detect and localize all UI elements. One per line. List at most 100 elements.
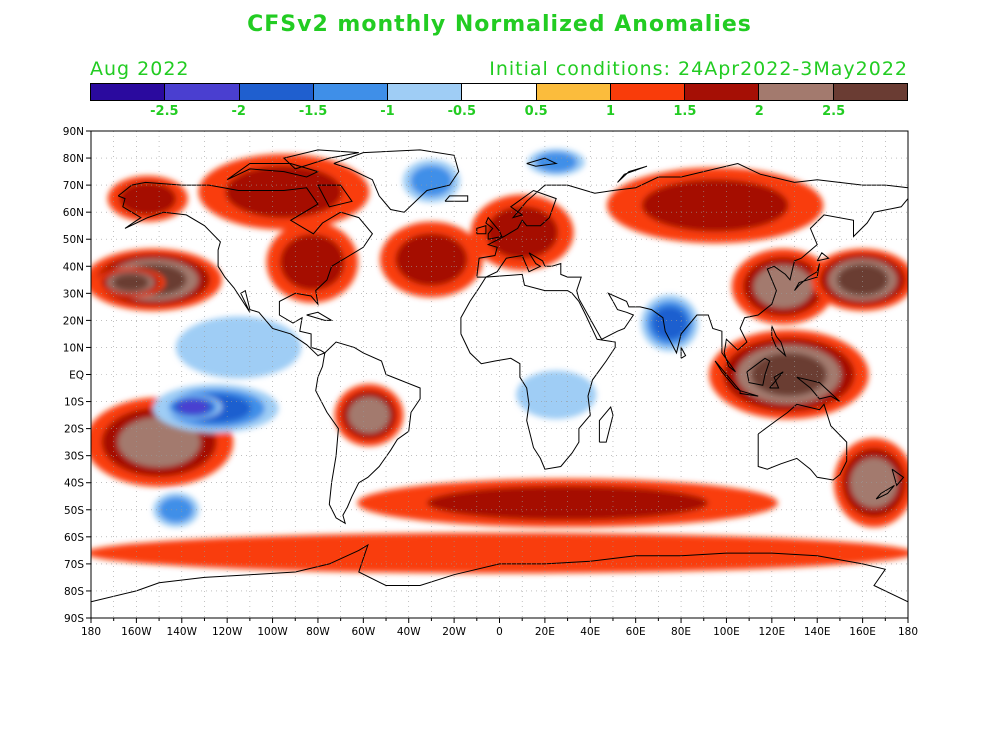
colorbar-label: -1 — [380, 104, 395, 119]
anomaly-region-eastern-us — [280, 234, 345, 291]
colorbar-label: 2.5 — [822, 104, 846, 119]
lat-tick-label: 30S — [64, 451, 84, 463]
colorbar-swatch — [759, 84, 834, 100]
anomaly-region-siberia — [641, 179, 789, 232]
lat-tick-label: 80N — [63, 153, 84, 165]
lat-tick-label: 30N — [63, 288, 84, 300]
lon-tick-label: 40E — [580, 626, 600, 638]
coastline — [816, 252, 830, 262]
coastline — [117, 181, 374, 357]
lat-tick-label: 50S — [64, 505, 84, 517]
coastline — [875, 484, 895, 500]
axis-ticks: 180 160W 140W 120W 100W 80W 60W 40W 20W 0 20E 40E 60… — [63, 126, 918, 638]
colorbar-swatch — [388, 84, 463, 100]
lon-tick-label: 120W — [212, 626, 243, 638]
lon-tick-label: 60W — [351, 626, 375, 638]
initial-conditions-label: Initial conditions: 24Apr2022-3May2022 — [489, 58, 908, 80]
colorbar-label: -2 — [231, 104, 246, 119]
graticule — [91, 131, 908, 618]
coastline — [317, 184, 353, 208]
coastline — [333, 149, 460, 213]
lat-tick-label: 40N — [63, 261, 84, 273]
coastline — [444, 195, 469, 202]
lat-tick-label: 20S — [64, 424, 84, 436]
coastline — [226, 163, 320, 181]
lat-tick-label: 90S — [64, 613, 84, 625]
lat-tick-label: 70S — [64, 559, 84, 571]
lon-tick-label: 140E — [804, 626, 831, 638]
lon-tick-label: 80W — [306, 626, 330, 638]
colorbar-swatch — [313, 84, 389, 100]
anomaly-region-india-cold — [652, 306, 688, 340]
lon-tick-label: 160W — [121, 626, 152, 638]
coastline — [460, 273, 616, 470]
coastline — [794, 263, 820, 291]
colorbar-label: -1.5 — [298, 104, 328, 119]
coastline — [485, 216, 503, 240]
coastline — [476, 225, 487, 235]
colorbar-label: 0.5 — [524, 104, 548, 119]
anomaly-region-alaska — [119, 182, 177, 216]
lon-tick-label: 140W — [167, 626, 198, 638]
colorbar-swatch — [685, 84, 760, 100]
colorbar-labels: -2.5 -2 -1.5 -1 -0.5 0.5 1 1.5 2 2.5 — [90, 104, 908, 122]
colorbar-swatch — [91, 84, 166, 100]
coastline — [282, 149, 359, 170]
anomaly-region-europe — [486, 206, 559, 259]
anomaly-region-nw-pacific — [836, 264, 889, 296]
lat-tick-label: 90N — [63, 126, 84, 138]
anomaly-region-barents-cold — [535, 151, 578, 173]
lat-tick-label: 20N — [63, 315, 84, 327]
colorbar-label: 2 — [754, 104, 764, 119]
colorbar-swatch — [462, 84, 537, 100]
lon-tick-label: 20W — [442, 626, 466, 638]
anomaly-region-southern-ocean-belt — [426, 485, 709, 521]
lat-tick-label: 50N — [63, 234, 84, 246]
lon-tick-label: 180 — [81, 626, 101, 638]
coastline — [746, 357, 771, 386]
coastline — [598, 405, 614, 443]
coastline — [476, 162, 908, 373]
coastline — [891, 468, 905, 487]
anomaly-region-antarctic-ring — [91, 532, 908, 574]
lon-tick-label: 40W — [397, 626, 421, 638]
colorbar — [90, 83, 908, 101]
coastline — [680, 347, 687, 359]
colorbar-swatch — [165, 84, 240, 100]
lon-tick-label: 100W — [257, 626, 288, 638]
anomaly-region-north-atlantic — [395, 233, 468, 286]
coastline — [739, 390, 759, 397]
anomaly-region-africa-cold — [516, 370, 597, 420]
lat-tick-label: 40S — [64, 478, 84, 490]
coastline — [757, 403, 848, 481]
lon-tick-label: 60E — [626, 626, 646, 638]
anomaly-region-east-asia — [753, 265, 813, 308]
colorbar-label: -2.5 — [150, 104, 179, 119]
coastline — [617, 165, 648, 183]
coastlines — [91, 149, 908, 603]
lon-tick-label: 120E — [758, 626, 785, 638]
colorbar-swatch — [536, 84, 611, 100]
valid-month-label: Aug 2022 — [90, 58, 190, 80]
lon-tick-label: 100E — [713, 626, 740, 638]
lat-tick-label: 10N — [63, 342, 84, 354]
chart-title: CFSv2 monthly Normalized Anomalies — [247, 12, 752, 37]
coastline — [796, 376, 841, 403]
lon-tick-label: 160E — [849, 626, 876, 638]
anomaly-region-maritime-continent — [750, 352, 827, 397]
colorbar-label: 1 — [606, 104, 616, 119]
coastline — [91, 543, 908, 603]
anomaly-region-canada-arctic — [225, 165, 343, 219]
colorbar-swatch — [239, 84, 314, 100]
lat-tick-label: 80S — [64, 586, 84, 598]
anomaly-region-south-pacific-band — [118, 417, 201, 468]
coastline — [526, 157, 558, 167]
anomaly-region-tropical-pacific-cold — [175, 316, 302, 379]
lat-tick-label: 10S — [64, 397, 84, 409]
coastline — [315, 341, 421, 525]
lon-tick-label: 180 — [898, 626, 918, 638]
anomaly-region-central-south-america — [348, 397, 390, 433]
lat-tick-label: 70N — [63, 180, 84, 192]
lon-tick-label: 20E — [535, 626, 555, 638]
